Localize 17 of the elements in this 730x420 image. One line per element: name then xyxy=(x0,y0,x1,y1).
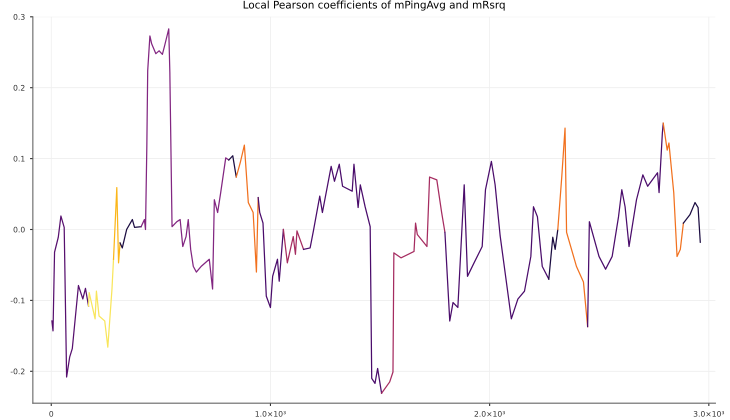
line-series xyxy=(548,228,558,280)
line-series xyxy=(682,202,701,243)
line-series xyxy=(302,164,382,394)
line-series xyxy=(662,122,684,258)
line-series xyxy=(51,215,90,378)
line-series xyxy=(282,228,304,264)
line-series xyxy=(380,176,446,394)
line-series xyxy=(258,196,284,308)
line-series xyxy=(586,122,664,328)
line-series xyxy=(444,160,550,322)
line-series xyxy=(557,127,588,328)
line-series xyxy=(119,218,142,249)
line-series xyxy=(236,144,259,273)
line-series xyxy=(112,187,121,264)
line-series xyxy=(88,258,114,348)
line-series xyxy=(140,28,230,290)
chart-title: Local Pearson coefficients of mPingAvg and mRsrq xyxy=(244,0,505,11)
